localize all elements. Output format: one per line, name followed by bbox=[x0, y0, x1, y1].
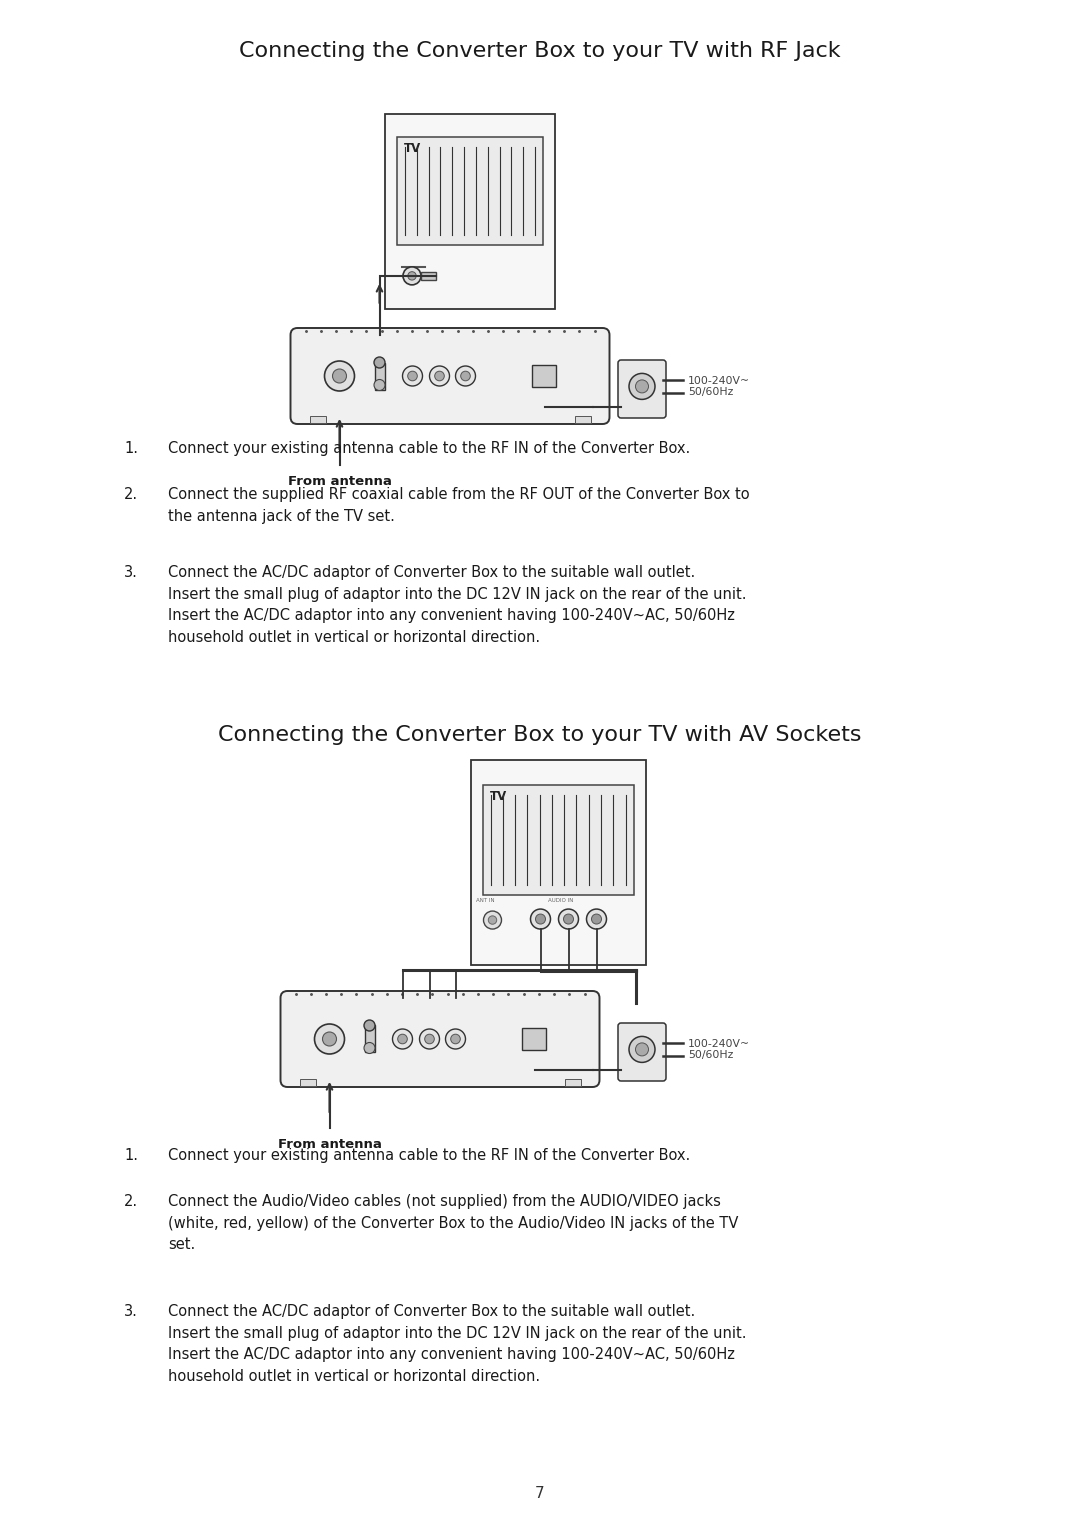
Circle shape bbox=[374, 356, 384, 368]
FancyBboxPatch shape bbox=[291, 329, 609, 424]
Text: 3.: 3. bbox=[124, 1304, 138, 1320]
FancyBboxPatch shape bbox=[281, 991, 599, 1087]
Circle shape bbox=[323, 1032, 337, 1046]
Text: 100-240V~
50/60Hz: 100-240V~ 50/60Hz bbox=[688, 376, 751, 398]
Text: 7: 7 bbox=[536, 1486, 544, 1501]
Circle shape bbox=[314, 1024, 345, 1053]
Circle shape bbox=[324, 361, 354, 391]
Circle shape bbox=[392, 1029, 413, 1049]
Text: Connect your existing antenna cable to the RF IN of the Converter Box.: Connect your existing antenna cable to t… bbox=[168, 440, 690, 456]
Text: Connect the supplied RF coaxial cable from the RF OUT of the Converter Box to
th: Connect the supplied RF coaxial cable fr… bbox=[168, 488, 750, 523]
Text: AUDIO IN: AUDIO IN bbox=[548, 898, 573, 904]
Circle shape bbox=[450, 1034, 460, 1044]
Bar bbox=[365, 1026, 375, 1052]
Circle shape bbox=[446, 1029, 465, 1049]
Text: Connect the AC/DC adaptor of Converter Box to the suitable wall outlet.
Insert t: Connect the AC/DC adaptor of Converter B… bbox=[168, 566, 746, 645]
Circle shape bbox=[629, 373, 654, 399]
Circle shape bbox=[403, 365, 422, 385]
Text: Connect the Audio/Video cables (not supplied) from the AUDIO/VIDEO jacks
(white,: Connect the Audio/Video cables (not supp… bbox=[168, 1194, 739, 1252]
Circle shape bbox=[488, 916, 497, 924]
Text: TV: TV bbox=[489, 789, 507, 803]
FancyBboxPatch shape bbox=[618, 1023, 666, 1081]
Bar bbox=[565, 1079, 581, 1086]
Circle shape bbox=[564, 914, 573, 924]
Bar bbox=[483, 784, 634, 896]
Circle shape bbox=[333, 368, 347, 382]
Circle shape bbox=[419, 1029, 440, 1049]
Circle shape bbox=[374, 379, 384, 390]
Circle shape bbox=[484, 911, 501, 930]
Text: Connect the AC/DC adaptor of Converter Box to the suitable wall outlet.
Insert t: Connect the AC/DC adaptor of Converter B… bbox=[168, 1304, 746, 1384]
Circle shape bbox=[592, 914, 602, 924]
Bar bbox=[532, 365, 556, 387]
Bar bbox=[299, 1079, 315, 1086]
Circle shape bbox=[424, 1034, 434, 1044]
Circle shape bbox=[530, 910, 551, 930]
Text: 2.: 2. bbox=[124, 1194, 138, 1209]
Circle shape bbox=[408, 372, 417, 381]
Text: From antenna: From antenna bbox=[278, 1138, 381, 1151]
Circle shape bbox=[635, 1043, 648, 1057]
Bar bbox=[310, 416, 325, 424]
FancyBboxPatch shape bbox=[471, 760, 646, 965]
Text: 100-240V~
50/60Hz: 100-240V~ 50/60Hz bbox=[688, 1038, 751, 1060]
Circle shape bbox=[434, 372, 444, 381]
Bar bbox=[397, 138, 543, 245]
Text: 2.: 2. bbox=[124, 488, 138, 502]
Circle shape bbox=[586, 910, 607, 930]
Circle shape bbox=[461, 372, 470, 381]
Circle shape bbox=[456, 365, 475, 385]
Bar bbox=[421, 272, 436, 280]
Text: Connecting the Converter Box to your TV with RF Jack: Connecting the Converter Box to your TV … bbox=[239, 41, 841, 61]
Text: TV: TV bbox=[404, 142, 421, 156]
Text: Connecting the Converter Box to your TV with AV Sockets: Connecting the Converter Box to your TV … bbox=[218, 725, 862, 745]
Circle shape bbox=[403, 268, 421, 284]
Circle shape bbox=[635, 379, 648, 393]
Circle shape bbox=[364, 1043, 375, 1053]
Bar bbox=[522, 1027, 546, 1050]
Bar bbox=[375, 362, 384, 390]
FancyBboxPatch shape bbox=[384, 115, 555, 309]
Circle shape bbox=[364, 1020, 375, 1031]
Circle shape bbox=[536, 914, 545, 924]
Circle shape bbox=[430, 365, 449, 385]
Circle shape bbox=[397, 1034, 407, 1044]
Bar bbox=[575, 416, 591, 424]
Text: 1.: 1. bbox=[124, 440, 138, 456]
Text: 1.: 1. bbox=[124, 1148, 138, 1164]
Circle shape bbox=[558, 910, 579, 930]
Text: 3.: 3. bbox=[124, 566, 138, 579]
Text: ANT IN: ANT IN bbox=[476, 898, 495, 904]
FancyBboxPatch shape bbox=[618, 359, 666, 417]
Circle shape bbox=[408, 272, 416, 280]
Circle shape bbox=[629, 1037, 654, 1063]
Text: From antenna: From antenna bbox=[287, 476, 391, 488]
Text: Connect your existing antenna cable to the RF IN of the Converter Box.: Connect your existing antenna cable to t… bbox=[168, 1148, 690, 1164]
